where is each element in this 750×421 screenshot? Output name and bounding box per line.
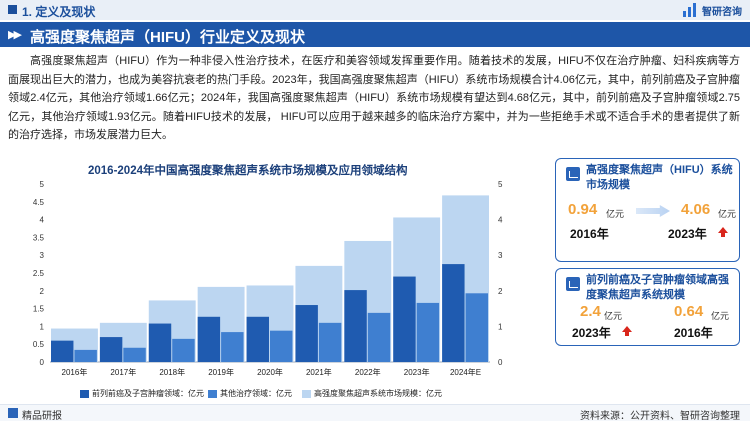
- x-tick-label: 2023年: [404, 367, 430, 377]
- bar-other: [318, 322, 342, 362]
- bar-tumor: [99, 337, 123, 362]
- legend-swatch-other: [208, 389, 217, 398]
- market-size-2016-value: 0.94: [568, 201, 598, 218]
- x-tick-label: 2024年E: [450, 367, 481, 377]
- footer: 精品研报 资料来源：公开资料、智研咨询整理: [0, 404, 750, 421]
- y2-tick-label: 2: [498, 287, 503, 296]
- logo-bars-icon: [683, 3, 699, 17]
- market-size-card: 高强度聚焦超声（HIFU）系统市场规模 0.94 亿元 2016年 4.06 亿…: [555, 158, 740, 262]
- x-tick-label: 2018年: [159, 367, 185, 377]
- legend-swatch-tumor: [80, 389, 89, 398]
- legend-swatch-total: [302, 389, 311, 398]
- x-tick-label: 2017年: [110, 367, 136, 377]
- y-tick-label: 5: [40, 180, 45, 189]
- market-size-2023-year: 2023年: [668, 227, 707, 241]
- bar-chart: 0 0.5 1 1.5 2 2.5 3 3.5 4 4.5 5 0 1 2 3 4 5 2016年 2017年 201…: [33, 180, 503, 377]
- tumor-2016-value: 0.64: [674, 303, 704, 320]
- tumor-2023-year: 2023年: [572, 326, 611, 340]
- intro-paragraph: 高强度聚焦超声（HIFU）作为一种非侵入性治疗技术，在医疗和美容领域发挥重要作用…: [8, 55, 740, 141]
- chart-title: 2016-2024年中国高强度聚焦超声系统市场规模及应用领域结构: [88, 165, 408, 177]
- tumor-2023-value: 2.4: [580, 303, 601, 320]
- bar-other: [221, 332, 244, 362]
- report-icon: [8, 408, 18, 418]
- y-tick-label: 1.5: [33, 305, 45, 314]
- x-tick-label: 2021年: [306, 367, 332, 377]
- market-size-2016-unit: 亿元: [606, 209, 625, 219]
- y-tick-label: 0.5: [33, 340, 45, 349]
- y2-tick-label: 4: [498, 216, 503, 225]
- page-title: 高强度聚焦超声（HIFU）行业定义及现状: [30, 29, 305, 46]
- legend-item-tumor: 前列前癌及子宫肿瘤领域：亿元: [80, 388, 204, 399]
- bar-tumor: [148, 323, 172, 362]
- double-chevron-icon: ▶▶: [8, 29, 22, 41]
- legend-label-total: 高强度聚焦超声系统市场规模：亿元: [314, 389, 442, 398]
- x-tick-label: 2016年: [62, 367, 88, 377]
- bar-other: [270, 330, 293, 362]
- market-size-2023-value: 4.06: [681, 201, 711, 218]
- legend-item-total: 高强度聚焦超声系统市场规模：亿元: [302, 388, 442, 399]
- y-tick-label: 0: [40, 358, 45, 367]
- x-tick-label: 2020年: [257, 367, 283, 377]
- page-title-bar: ▶▶ 高强度聚焦超声（HIFU）行业定义及现状: [0, 22, 750, 47]
- bar-other: [172, 338, 195, 362]
- legend-label-tumor: 前列前癌及子宫肿瘤领域：亿元: [92, 389, 204, 398]
- legend-label-other: 其他治疗领域：亿元: [220, 389, 292, 398]
- bar-tumor: [393, 276, 416, 362]
- bar-other: [367, 312, 391, 362]
- growth-arrow-icon: [636, 205, 670, 217]
- market-size-card-title: 高强度聚焦超声（HIFU）系统市场规模: [586, 164, 733, 191]
- bar-tumor: [246, 316, 269, 362]
- market-size-2016-year: 2016年: [570, 227, 609, 241]
- x-tick-label: 2022年: [355, 367, 381, 377]
- y2-tick-label: 1: [498, 322, 503, 331]
- section-title: 1. 定义及现状: [22, 5, 96, 19]
- bar-other: [123, 347, 146, 362]
- top-bar: 1. 定义及现状 智研咨询: [0, 0, 750, 20]
- y-tick-label: 4.5: [33, 198, 45, 207]
- y-tick-label: 2: [40, 287, 45, 296]
- red-up-arrow-icon: [718, 227, 728, 237]
- y-tick-label: 3: [40, 251, 45, 260]
- bar-tumor: [295, 305, 318, 362]
- tumor-2016-unit: 亿元: [711, 311, 730, 321]
- market-size-2023-unit: 亿元: [718, 209, 737, 219]
- chart-up-icon: [566, 277, 580, 291]
- brand-name: 智研咨询: [702, 6, 742, 18]
- tumor-field-card-title: 前列前癌及子宫肿瘤领域高强度聚焦超声系统规模: [586, 274, 729, 301]
- bar-tumor: [51, 340, 74, 362]
- bar-other: [465, 293, 488, 362]
- bar-tumor: [344, 290, 367, 362]
- bar-other: [74, 349, 97, 362]
- data-source: 资料来源：公开资料、智研咨询整理: [580, 411, 740, 421]
- bar-tumor: [197, 316, 221, 362]
- footer-brand-label: 精品研报: [22, 411, 62, 421]
- bar-other: [416, 302, 440, 362]
- bar-tumor: [442, 264, 465, 362]
- x-tick-label: 2019年: [208, 367, 234, 377]
- y2-tick-label: 5: [498, 180, 503, 189]
- y2-tick-label: 3: [498, 251, 503, 260]
- tumor-2016-year: 2016年: [674, 326, 713, 340]
- legend-item-other: 其他治疗领域：亿元: [208, 388, 292, 399]
- y-tick-label: 3.5: [33, 233, 45, 242]
- tumor-field-card: 前列前癌及子宫肿瘤领域高强度聚焦超声系统规模 2.4 亿元 2023年 0.64…: [555, 268, 740, 346]
- chart-up-icon: [566, 167, 580, 181]
- tumor-2023-unit: 亿元: [604, 311, 623, 321]
- red-up-arrow-icon: [622, 326, 632, 336]
- y-tick-label: 1: [40, 322, 45, 331]
- y2-tick-label: 0: [498, 358, 503, 367]
- y-tick-label: 2.5: [33, 269, 45, 278]
- brand-logo: 智研咨询: [683, 2, 742, 18]
- y-tick-label: 4: [40, 216, 45, 225]
- section-square-icon: [8, 5, 17, 14]
